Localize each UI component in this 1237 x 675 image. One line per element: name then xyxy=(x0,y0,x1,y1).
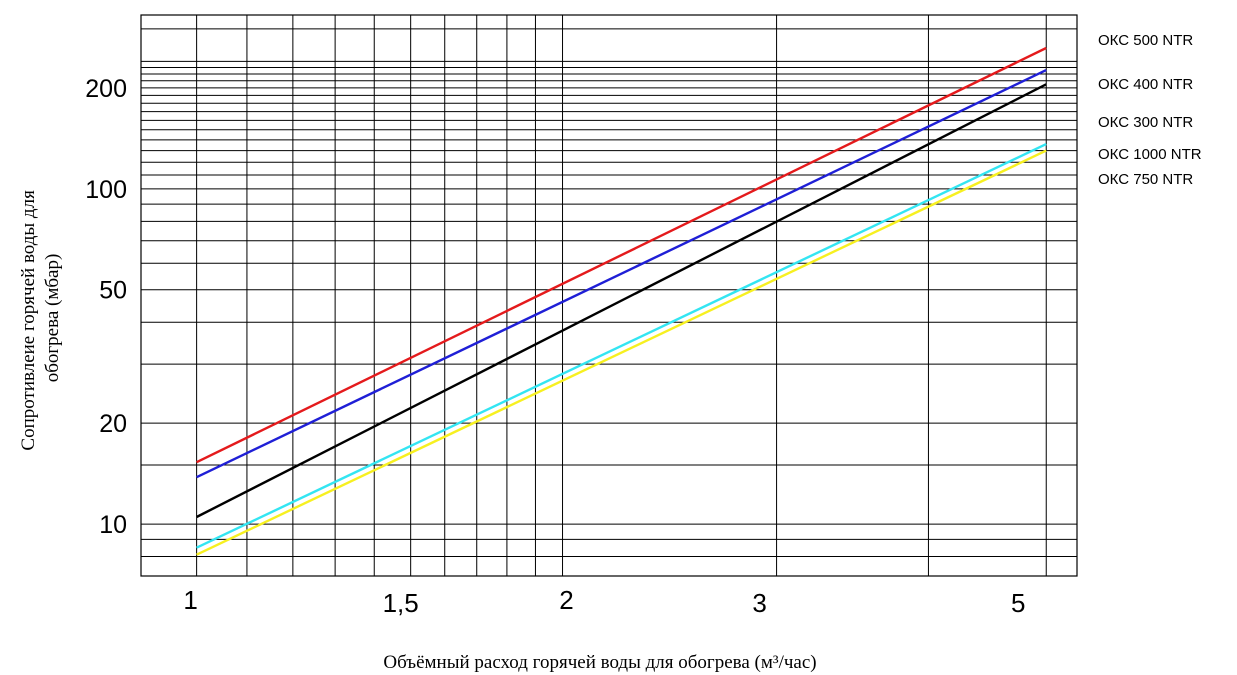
legend: ОКС 500 NTR ОКС 400 NTR ОКС 300 NTR ОКС 100… xyxy=(1098,32,1202,188)
y-axis-title-line-2: обогрева (мбар) xyxy=(42,254,63,383)
y-tick-label: 20 xyxy=(99,410,127,438)
legend-label: ОКС 750 NTR xyxy=(1098,171,1193,188)
series-line xyxy=(196,69,1047,479)
series-line xyxy=(196,83,1047,519)
y-tick-label: 200 xyxy=(85,75,127,103)
y-tick-label: 10 xyxy=(99,511,127,539)
grid xyxy=(141,15,1077,576)
x-tick-label: 3 xyxy=(752,588,766,618)
y-tick-label: 100 xyxy=(85,176,127,204)
x-tick-label: 5 xyxy=(1011,588,1025,618)
x-tick-label: 1 xyxy=(183,585,197,615)
series-line xyxy=(196,149,1047,556)
plot-frame xyxy=(140,14,1078,577)
y-axis-title-line-1: Сопротивлеие горячей воды для xyxy=(18,190,39,451)
x-tick-label: 1,5 xyxy=(383,588,419,618)
series-line xyxy=(196,143,1047,549)
legend-label: ОКС 300 NTR xyxy=(1098,114,1193,131)
y-tick-label: 50 xyxy=(99,277,127,305)
series-layer xyxy=(196,46,1047,556)
y-tick-labels: 10 20 50 100 200 xyxy=(85,75,127,539)
series-line xyxy=(196,46,1047,464)
x-tick-label: 2 xyxy=(559,585,573,615)
legend-label: ОКС 500 NTR xyxy=(1098,32,1193,49)
legend-label: ОКС 1000 NTR xyxy=(1098,146,1202,163)
legend-label: ОКС 400 NTR xyxy=(1098,76,1193,93)
x-tick-labels: 1 1,5 2 3 5 xyxy=(183,585,1025,618)
x-axis-title: Объёмный расход горячей воды для обогрев… xyxy=(383,652,816,673)
y-axis-title: Сопротивлеие горячей воды для обогрева (… xyxy=(18,185,63,450)
